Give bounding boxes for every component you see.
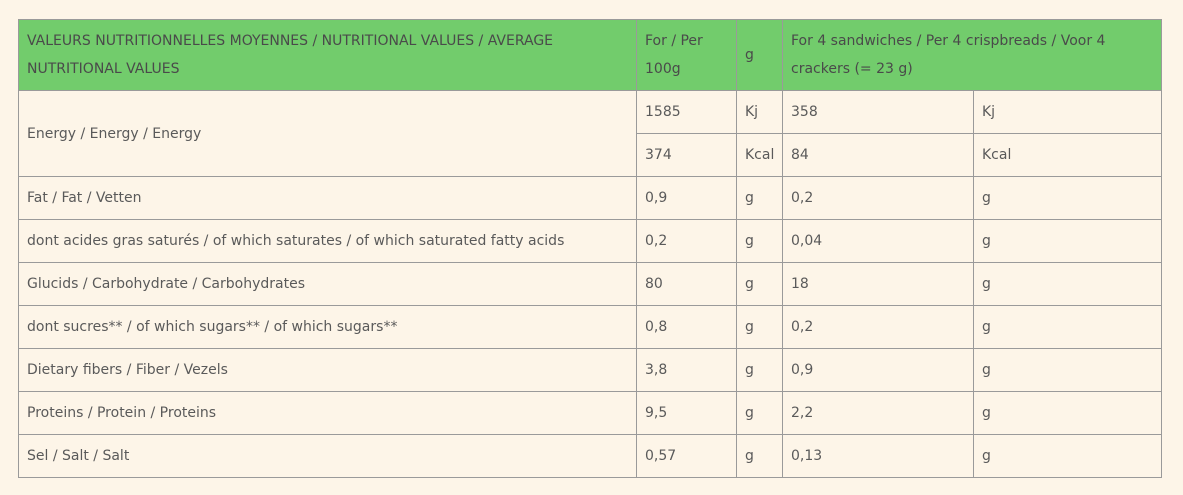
unit-cell: g xyxy=(973,348,1162,392)
row-label: Fat / Fat / Vetten xyxy=(18,176,637,220)
value-cell: 0,04 xyxy=(782,219,974,263)
unit-cell: g xyxy=(973,262,1162,306)
table-row: Energy / Energy / Energy 1585 Kj 358 Kj xyxy=(18,90,1162,177)
table-row: Dietary fibers / Fiber / Vezels 3,8 g 0,9 g xyxy=(18,348,1162,392)
unit-cell: g xyxy=(973,219,1162,263)
unit-cell: g xyxy=(736,262,783,306)
header-cell: For 4 sandwiches / Per 4 crispbreads / V… xyxy=(782,19,1162,91)
unit-cell: g xyxy=(736,348,783,392)
table-row: dont sucres** / of which sugars** / of w… xyxy=(18,305,1162,349)
unit-cell: g xyxy=(736,219,783,263)
unit-cell: g xyxy=(736,305,783,349)
value-cell: 18 xyxy=(782,262,974,306)
row-label: Glucids / Carbohydrate / Carbohydrates xyxy=(18,262,637,306)
unit-cell: g xyxy=(973,305,1162,349)
table-body: Energy / Energy / Energy 1585 Kj 358 Kj 374 Kc… xyxy=(18,90,1162,478)
row-label: Sel / Salt / Salt xyxy=(18,434,637,478)
header-cell: VALEURS NUTRITIONNELLES MOYENNES / NUTRI… xyxy=(18,19,637,91)
value-cell: 0,2 xyxy=(782,176,974,220)
unit-cell: Kj xyxy=(973,90,1162,134)
unit-cell: g xyxy=(973,434,1162,478)
unit-cell: g xyxy=(736,176,783,220)
unit-cell: g xyxy=(736,434,783,478)
table-row: Fat / Fat / Vetten 0,9 g 0,2 g xyxy=(18,176,1162,220)
table-row: Glucids / Carbohydrate / Carbohydrates 80… xyxy=(18,262,1162,306)
unit-cell: g xyxy=(973,391,1162,435)
row-label: Dietary fibers / Fiber / Vezels xyxy=(18,348,637,392)
unit-cell: Kj xyxy=(736,90,783,134)
row-label: dont sucres** / of which sugars** / of w… xyxy=(18,305,637,349)
unit-cell: g xyxy=(736,391,783,435)
row-label: dont acides gras saturés / of which satu… xyxy=(18,219,637,263)
value-cell: 2,2 xyxy=(782,391,974,435)
value-cell: 358 xyxy=(782,90,974,134)
table-row: Proteins / Protein / Proteins 9,5 g 2,2 g xyxy=(18,391,1162,435)
table-header: VALEURS NUTRITIONNELLES MOYENNES / NUTRI… xyxy=(18,19,1162,91)
row-label: Energy / Energy / Energy xyxy=(18,90,637,177)
nutrition-table: VALEURS NUTRITIONNELLES MOYENNES / NUTRI… xyxy=(18,19,1162,478)
table-row: 374 Kcal 84 Kcal xyxy=(19,133,1162,177)
table-row: dont acides gras saturés / of which satu… xyxy=(18,219,1162,263)
value-cell: 0,2 xyxy=(636,219,737,263)
header-cell: g xyxy=(736,19,783,91)
value-cell: 84 xyxy=(782,133,974,177)
value-cell: 9,5 xyxy=(636,391,737,435)
value-cell: 0,57 xyxy=(636,434,737,478)
table-row: Sel / Salt / Salt 0,57 g 0,13 g xyxy=(18,434,1162,478)
unit-cell: Kcal xyxy=(973,133,1162,177)
value-cell: 0,8 xyxy=(636,305,737,349)
value-cell: 1585 xyxy=(636,90,737,134)
header-row: VALEURS NUTRITIONNELLES MOYENNES / NUTRI… xyxy=(18,19,1162,91)
value-cell: 0,9 xyxy=(782,348,974,392)
row-label: Proteins / Protein / Proteins xyxy=(18,391,637,435)
value-cell: 374 xyxy=(636,133,737,177)
unit-cell: g xyxy=(973,176,1162,220)
value-cell: 0,13 xyxy=(782,434,974,478)
value-cell: 0,2 xyxy=(782,305,974,349)
unit-cell: Kcal xyxy=(736,133,783,177)
header-cell: For / Per 100g xyxy=(636,19,737,91)
value-cell: 0,9 xyxy=(636,176,737,220)
value-cell: 3,8 xyxy=(636,348,737,392)
value-cell: 80 xyxy=(636,262,737,306)
